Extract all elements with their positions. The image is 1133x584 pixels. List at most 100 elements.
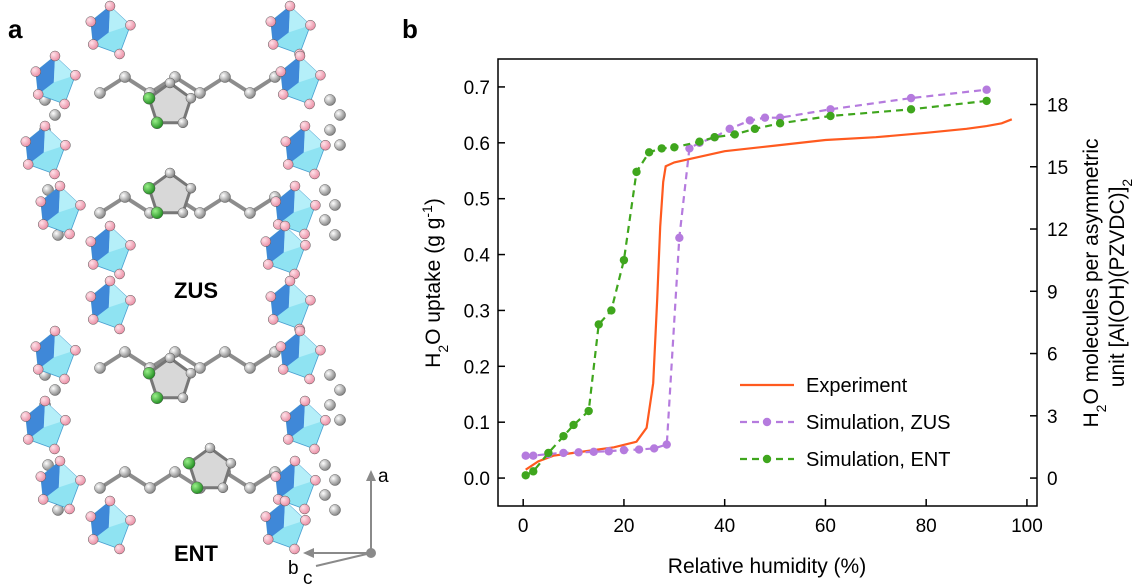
atom xyxy=(70,69,81,81)
atom xyxy=(262,259,274,270)
atom xyxy=(94,207,106,219)
series-point-1 xyxy=(760,113,770,122)
atom xyxy=(59,98,70,110)
series-point-2 xyxy=(657,144,666,153)
series-point-2 xyxy=(730,130,739,139)
legend-label-0: Experiment xyxy=(806,375,908,397)
atom xyxy=(54,180,66,192)
atom xyxy=(169,466,181,478)
atom xyxy=(150,391,164,405)
atom xyxy=(75,474,86,486)
atom xyxy=(64,228,75,240)
al-octahedron-face xyxy=(90,6,110,45)
legend-marker-2 xyxy=(762,454,772,464)
series-line-1 xyxy=(525,88,987,457)
axis-a-label: a xyxy=(378,466,389,487)
al-octahedron-face xyxy=(40,186,60,225)
atom xyxy=(219,191,231,203)
atom xyxy=(104,0,116,12)
crystal-axes: a b c xyxy=(288,466,389,584)
al-octahedron-face xyxy=(35,56,55,95)
atom xyxy=(85,16,97,27)
series-point-2 xyxy=(594,320,603,329)
atom xyxy=(87,534,99,545)
atom xyxy=(35,196,47,207)
al-octahedron-face xyxy=(108,226,131,253)
al-octahedron-face xyxy=(303,126,326,153)
series-point-1 xyxy=(589,447,598,457)
atom xyxy=(104,220,116,232)
atom xyxy=(309,443,320,455)
al-octahedron-face xyxy=(43,126,66,153)
atom xyxy=(319,489,331,501)
atom xyxy=(87,259,99,270)
x-tick-label: 60 xyxy=(815,516,836,537)
al-octahedron-face xyxy=(43,401,66,428)
atom xyxy=(20,136,32,147)
series-point-2 xyxy=(584,406,593,416)
atom xyxy=(329,229,341,241)
series-point-2 xyxy=(619,255,629,265)
al-octahedron-face xyxy=(108,6,131,33)
x-tick-label: 20 xyxy=(613,516,634,537)
atom xyxy=(39,395,51,407)
atom xyxy=(85,291,97,302)
atom xyxy=(299,120,311,132)
atom xyxy=(125,514,136,526)
atom xyxy=(125,19,136,31)
svg-text:unit [Al(OH)(PZVDC)]2: unit [Al(OH)(PZVDC)]2 xyxy=(1106,179,1133,388)
atom xyxy=(75,199,86,211)
atom xyxy=(217,482,229,494)
al-octahedron-face xyxy=(275,186,295,225)
al-octahedron-face xyxy=(35,331,55,370)
framework-10 xyxy=(20,0,346,280)
al-octahedron-face xyxy=(108,281,131,308)
y-tick-label: 0.3 xyxy=(464,301,490,322)
y-axis-left-title: H2O uptake (g g-1) xyxy=(419,198,451,368)
y-tick-label: 0.4 xyxy=(464,246,491,267)
series-point-1 xyxy=(685,144,694,153)
atom xyxy=(125,294,136,306)
atom xyxy=(39,120,51,132)
atom xyxy=(64,503,75,515)
atom xyxy=(60,139,71,151)
atom xyxy=(225,457,237,469)
atom xyxy=(32,364,44,375)
series-point-1 xyxy=(521,451,530,460)
al-octahedron-face xyxy=(53,56,76,83)
y-axis-right-title-line1: H2O molecules per asymmetric xyxy=(1080,138,1109,427)
al-octahedron-face xyxy=(108,501,131,528)
panel-label-a: a xyxy=(8,14,23,44)
al-octahedron-face xyxy=(288,6,311,33)
atom xyxy=(164,77,176,89)
plot-frame xyxy=(497,58,1038,507)
atom xyxy=(334,139,346,151)
legend-label-1: Simulation, ZUS xyxy=(806,412,951,434)
y-tick-label: 0.1 xyxy=(464,413,490,434)
series-point-1 xyxy=(675,233,684,242)
atom xyxy=(334,109,346,121)
atom xyxy=(315,344,326,356)
x-axis-title: Relative humidity (%) xyxy=(668,555,866,578)
atom xyxy=(282,434,294,445)
atom xyxy=(94,482,106,494)
atom xyxy=(300,239,311,251)
atom xyxy=(164,167,176,179)
series-point-2 xyxy=(670,143,679,152)
y-tick-label: 0.6 xyxy=(464,134,490,155)
atom xyxy=(324,124,336,136)
atom xyxy=(324,94,336,106)
atom xyxy=(60,414,71,426)
atom xyxy=(22,159,34,170)
atom xyxy=(142,366,156,380)
al-octahedron-face xyxy=(283,501,306,528)
series-point-2 xyxy=(559,431,568,441)
al-octahedron-face xyxy=(275,461,295,500)
axis-c-label: c xyxy=(303,568,313,584)
atom xyxy=(85,511,97,522)
atom xyxy=(329,504,341,516)
chart-legend: Experiment Simulation, ZUS Simulation, ENT xyxy=(740,375,951,471)
atom xyxy=(244,482,256,494)
atom xyxy=(260,236,272,247)
